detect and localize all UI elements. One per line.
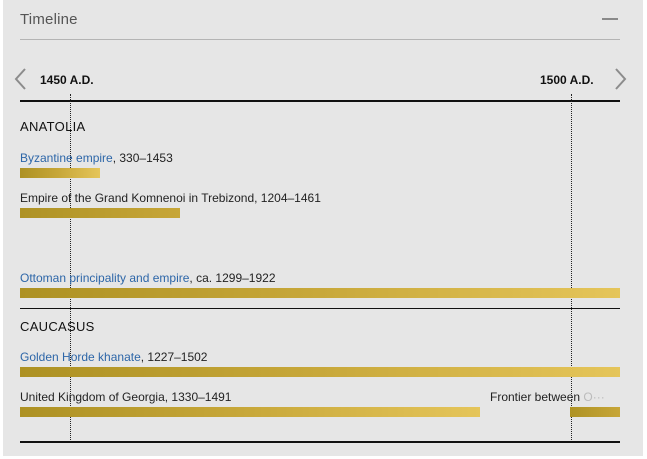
entry-dates: United Kingdom of Georgia, 1330–1491 bbox=[20, 390, 232, 404]
entry-link[interactable]: Byzantine empire bbox=[20, 151, 113, 165]
timeline-bar[interactable] bbox=[20, 208, 180, 218]
region-divider bbox=[20, 308, 620, 309]
start-year-marker bbox=[70, 94, 71, 442]
entry-dates: Empire of the Grand Komnenoi in Trebizon… bbox=[20, 191, 321, 205]
entry-dates: , 330–1453 bbox=[112, 151, 173, 165]
entry-label: Golden Horde khanate, 1227–1502 bbox=[20, 350, 207, 364]
timeline-bar[interactable] bbox=[20, 407, 480, 417]
entry-dates: , ca. 1299–1922 bbox=[189, 271, 276, 285]
end-year-marker bbox=[571, 94, 572, 442]
timeline-bar[interactable] bbox=[570, 407, 620, 417]
end-year-label: 1500 A.D. bbox=[540, 73, 594, 87]
entry-label: Empire of the Grand Komnenoi in Trebizon… bbox=[20, 191, 321, 205]
collapse-icon[interactable] bbox=[600, 10, 620, 28]
entry-label: United Kingdom of Georgia, 1330–1491 bbox=[20, 390, 231, 404]
entry-link[interactable]: Golden Horde khanate bbox=[20, 350, 141, 364]
header-divider bbox=[20, 39, 620, 40]
axis-rule bbox=[20, 100, 620, 102]
next-arrow-icon[interactable] bbox=[611, 66, 629, 92]
frontier-faded-text: O··· bbox=[583, 390, 605, 404]
timeline-bar[interactable] bbox=[20, 367, 620, 377]
panel-title: Timeline bbox=[20, 11, 78, 28]
frontier-entry-label[interactable]: Frontier between O··· bbox=[490, 390, 605, 404]
frontier-text: Frontier between bbox=[490, 390, 584, 404]
region-title-caucasus: CAUCASUS bbox=[20, 319, 95, 334]
timeline-bar[interactable] bbox=[20, 288, 620, 298]
timeline-bar[interactable] bbox=[20, 168, 100, 178]
previous-arrow-icon[interactable] bbox=[12, 66, 30, 92]
start-year-label: 1450 A.D. bbox=[40, 73, 94, 87]
bottom-rule bbox=[20, 441, 620, 443]
entry-dates: , 1227–1502 bbox=[140, 350, 208, 364]
timeline-panel: Timeline 1450 A.D. 1500 A.D. ANATOLIA By… bbox=[3, 0, 643, 456]
region-title-anatolia: ANATOLIA bbox=[20, 119, 86, 134]
entry-link[interactable]: Ottoman principality and empire bbox=[20, 271, 190, 285]
entry-label: Byzantine empire, 330–1453 bbox=[20, 151, 173, 165]
entry-label: Ottoman principality and empire, ca. 129… bbox=[20, 271, 276, 285]
